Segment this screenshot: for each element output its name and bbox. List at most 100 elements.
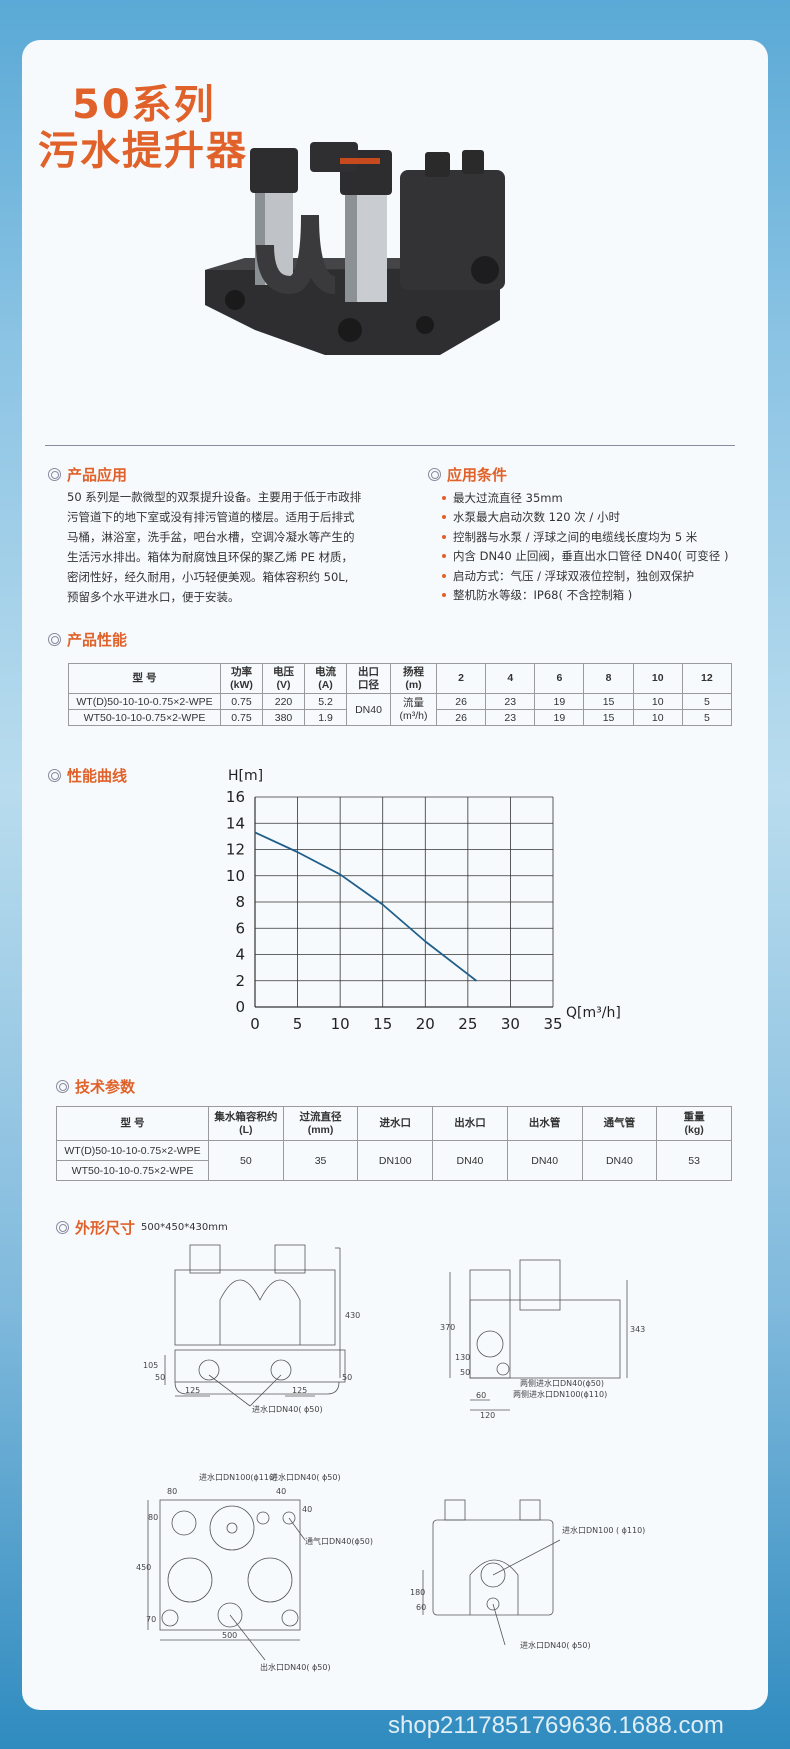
divider xyxy=(45,445,735,446)
section-heading: 应用条件 xyxy=(447,466,508,484)
cell: DN40 xyxy=(432,1140,508,1181)
callout-label: 进水口DN40( ϕ50) xyxy=(520,1640,591,1650)
cell: DN100 xyxy=(357,1140,434,1181)
table-header-row: 型 号 功率 (kW) 电压 (V) 电流 (A) 出口 口径 扬程 (m) 2… xyxy=(68,663,733,694)
list-item: 控制器与水泵 / 浮球之间的电缆线长度均为 5 米 xyxy=(442,527,742,547)
header-cell: 通气管 xyxy=(581,1106,658,1141)
dim-label: 120 xyxy=(480,1411,495,1420)
application-text: 50 系列是一款微型的双泵提升设备。主要用于低于市政排污管道下的地下室或没有排污… xyxy=(67,490,362,604)
tech-table: 型 号 集水箱容积约 (L) 过流直径 (mm) 进水口 出水口 出水管 通气管… xyxy=(56,1106,732,1181)
dim-label: 430 xyxy=(345,1311,360,1320)
performance-table: 型 号 功率 (kW) 电压 (V) 电流 (A) 出口 口径 扬程 (m) 2… xyxy=(68,663,733,726)
callout-label: 两侧进水口DN100(ϕ110) xyxy=(513,1389,607,1399)
section-application: 产品应用 xyxy=(48,464,127,485)
circle-bullet-icon xyxy=(48,769,61,782)
dim-label: 450 xyxy=(136,1563,151,1572)
table-row: WT(D)50-10-10-0.75×2-WPE 50 35 DN100 DN4… xyxy=(56,1140,732,1181)
cell: WT50-10-10-0.75×2-WPE xyxy=(56,1160,209,1181)
list-item: 最大过流直径 35mm xyxy=(442,488,742,508)
list-item: 内含 DN40 止回阀，垂直出水口管径 DN40( 可变径 ) xyxy=(442,547,742,567)
header-cell: 12 xyxy=(681,663,733,694)
dim-label: 125 xyxy=(185,1386,200,1395)
section-heading: 外形尺寸 xyxy=(75,1219,136,1237)
section-dimensions: 外形尺寸 500*450*430mm xyxy=(56,1217,228,1238)
section-heading: 产品性能 xyxy=(67,631,128,649)
cell: 23 xyxy=(485,709,536,726)
watermark: shop2117851769636.1688.com xyxy=(388,1712,724,1739)
cell: 5.2 xyxy=(304,693,347,710)
dim-label: 500 xyxy=(222,1631,237,1640)
conditions-list: 最大过流直径 35mm 水泵最大启动次数 120 次 / 小时 控制器与水泵 /… xyxy=(442,488,742,605)
section-heading: 产品应用 xyxy=(67,466,128,484)
section-heading: 性能曲线 xyxy=(67,767,128,785)
header-cell: 出水口 xyxy=(432,1106,508,1141)
back-view-drawing xyxy=(422,1499,561,1646)
dim-label: 130 xyxy=(455,1353,470,1362)
dim-label: 60 xyxy=(476,1391,486,1400)
cell: WT(D)50-10-10-0.75×2-WPE xyxy=(56,1140,209,1161)
header-cell: 6 xyxy=(534,663,585,694)
dim-label: 80 xyxy=(167,1487,177,1496)
table-row: WT50-10-10-0.75×2-WPE 0.75 380 1.9 26 23… xyxy=(68,709,733,726)
header-cell: 电流 (A) xyxy=(304,663,347,694)
header-cell: 4 xyxy=(485,663,536,694)
cell: 0.75 xyxy=(220,709,263,726)
callout-label: 通气口DN40(ϕ50) xyxy=(305,1536,373,1546)
circle-bullet-icon xyxy=(48,468,61,481)
cell: 380 xyxy=(262,709,305,726)
callout-label: 进水口DN40( ϕ50) xyxy=(270,1472,341,1482)
section-conditions: 应用条件 xyxy=(428,464,507,485)
dim-label: 80 xyxy=(148,1513,158,1522)
cell: DN40 xyxy=(581,1140,658,1181)
header-cell: 型 号 xyxy=(56,1106,209,1141)
circle-bullet-icon xyxy=(48,633,61,646)
circle-bullet-icon xyxy=(428,468,441,481)
table-row: WT(D)50-10-10-0.75×2-WPE 0.75 220 5.2 DN… xyxy=(68,693,733,726)
circle-bullet-icon xyxy=(56,1080,69,1093)
dim-label: 40 xyxy=(302,1505,312,1514)
dim-label: 343 xyxy=(630,1325,645,1334)
callout-label: 出水口DN40( ϕ50) xyxy=(260,1662,331,1672)
header-cell: 型 号 xyxy=(68,663,221,694)
header-cell: 出口 口径 xyxy=(346,663,391,694)
cell: WT50-10-10-0.75×2-WPE xyxy=(68,709,221,726)
header-cell: 重量 (kg) xyxy=(656,1106,732,1141)
cell: 19 xyxy=(534,709,585,726)
list-item: 整机防水等级：IP68( 不含控制箱 ) xyxy=(442,586,742,606)
side-view-drawing xyxy=(449,1259,628,1411)
section-heading: 技术参数 xyxy=(75,1078,136,1096)
header-cell: 8 xyxy=(583,663,634,694)
callout-label: 进水口DN40( ϕ50) xyxy=(252,1404,323,1414)
dim-label: 40 xyxy=(276,1487,286,1496)
dim-label: 70 xyxy=(146,1615,156,1624)
circle-bullet-icon xyxy=(56,1221,69,1234)
dim-label: 50 xyxy=(342,1373,352,1382)
cell: 5 xyxy=(681,709,733,726)
cell: 1.9 xyxy=(304,709,347,726)
dim-label: 105 xyxy=(143,1361,158,1370)
header-cell: 电压 (V) xyxy=(262,663,305,694)
dimensions-size: 500*450*430mm xyxy=(141,1222,228,1233)
header-cell: 2 xyxy=(435,663,487,694)
header-cell: 10 xyxy=(632,663,683,694)
cell: 53 xyxy=(656,1140,732,1181)
section-curve: 性能曲线 xyxy=(48,765,127,786)
cell: DN40 xyxy=(506,1140,583,1181)
table-row: WT50-10-10-0.75×2-WPE xyxy=(56,1160,732,1181)
title-line1: 50系列 xyxy=(72,82,216,128)
table-header-row: 型 号 集水箱容积约 (L) 过流直径 (mm) 进水口 出水口 出水管 通气管… xyxy=(56,1106,732,1141)
callout-label: 两侧进水口DN40(ϕ50) xyxy=(520,1378,604,1388)
header-cell: 功率 (kW) xyxy=(220,663,263,694)
dim-label: 180 xyxy=(410,1588,425,1597)
list-item: 启动方式：气压 / 浮球双液位控制，独创双保护 xyxy=(442,566,742,586)
dim-label: 50 xyxy=(155,1373,165,1382)
callout-label: 进水口DN100 ( ϕ110) xyxy=(562,1525,645,1535)
cell: 15 xyxy=(583,709,634,726)
front-view-drawing xyxy=(164,1244,346,1407)
product-image xyxy=(205,142,505,355)
dim-label: 370 xyxy=(440,1323,455,1332)
dim-label: 125 xyxy=(292,1386,307,1395)
top-view-drawing xyxy=(147,1499,306,1661)
dim-label: 60 xyxy=(416,1603,426,1612)
